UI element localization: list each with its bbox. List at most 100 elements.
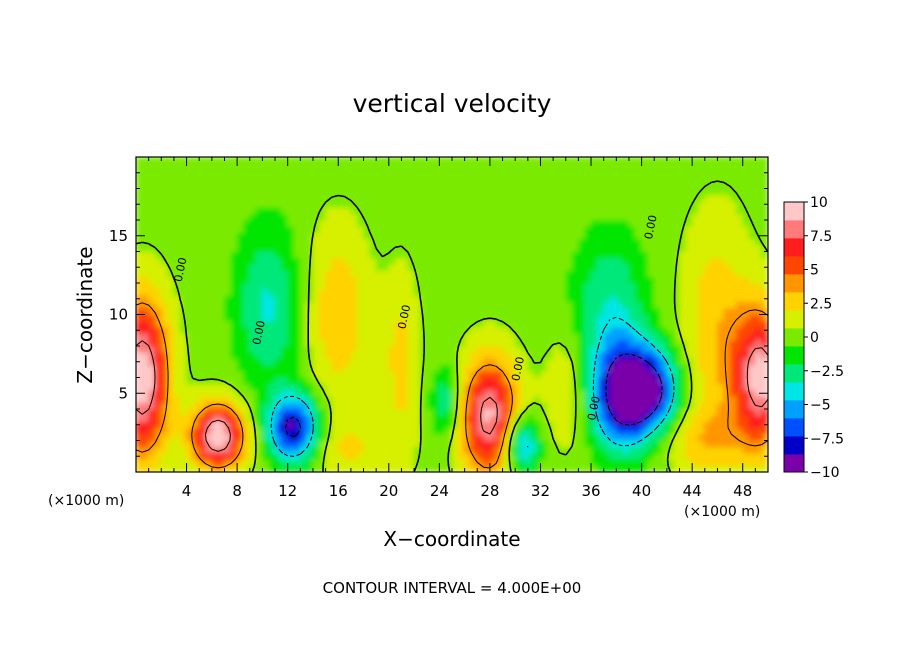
- field-cell: [552, 263, 560, 271]
- field-cell: [691, 226, 699, 233]
- field-cell: [483, 226, 491, 233]
- field-cell: [173, 333, 181, 340]
- field-cell: [356, 345, 364, 353]
- field-cell: [698, 396, 706, 403]
- field-cell: [527, 421, 535, 429]
- field-cell: [458, 181, 465, 189]
- field-cell: [413, 238, 421, 246]
- field-cell: [698, 352, 706, 359]
- field-cell: [641, 295, 649, 303]
- field-cell: [616, 232, 623, 240]
- field-cell: [704, 370, 712, 378]
- field-cell: [224, 333, 232, 340]
- field-cell: [217, 396, 225, 403]
- field-cell: [590, 226, 598, 233]
- field-cell: [476, 295, 484, 303]
- field-cell: [495, 421, 503, 429]
- field-cell: [660, 402, 668, 410]
- field-cell: [262, 433, 270, 441]
- field-cell: [142, 427, 149, 435]
- field-cell: [653, 157, 661, 164]
- field-cell: [281, 339, 288, 347]
- field-cell: [755, 427, 762, 435]
- field-cell: [483, 175, 491, 183]
- field-cell: [628, 408, 636, 416]
- field-cell: [420, 244, 428, 252]
- field-cell: [641, 408, 649, 416]
- field-cell: [641, 251, 649, 259]
- field-cell: [565, 157, 573, 164]
- field-cell: [641, 352, 649, 359]
- field-cell: [198, 289, 206, 296]
- field-cell: [609, 377, 617, 385]
- field-cell: [748, 194, 756, 202]
- field-cell: [578, 219, 586, 227]
- field-cell: [136, 333, 143, 340]
- field-cell: [369, 270, 377, 277]
- field-cell: [704, 276, 712, 284]
- field-cell: [704, 364, 712, 372]
- field-cell: [521, 263, 529, 271]
- field-cell: [647, 194, 655, 202]
- field-cell: [262, 396, 270, 403]
- field-cell: [375, 339, 383, 347]
- field-cell: [616, 421, 623, 429]
- field-cell: [255, 459, 263, 466]
- field-cell: [287, 282, 295, 290]
- field-cell: [217, 238, 225, 246]
- field-cell: [312, 289, 320, 296]
- field-cell: [160, 440, 168, 448]
- field-cell: [262, 232, 270, 240]
- field-cell: [470, 415, 478, 422]
- field-cell: [154, 169, 162, 177]
- field-cell: [344, 263, 352, 271]
- field-cell: [179, 238, 187, 246]
- field-cell: [710, 345, 718, 353]
- field-cell: [293, 446, 301, 454]
- field-cell: [331, 339, 339, 347]
- field-cell: [508, 175, 516, 183]
- field-cell: [609, 408, 617, 416]
- field-cell: [710, 301, 718, 309]
- field-cell: [192, 200, 200, 208]
- field-cell: [691, 314, 699, 322]
- field-cell: [306, 200, 314, 208]
- field-cell: [458, 440, 465, 448]
- field-cell: [502, 263, 510, 271]
- field-cell: [236, 163, 244, 170]
- field-cell: [672, 169, 680, 177]
- field-cell: [495, 270, 503, 277]
- field-cell: [344, 440, 352, 448]
- field-cell: [186, 333, 194, 340]
- field-cell: [325, 181, 333, 189]
- field-cell: [350, 452, 358, 460]
- field-cell: [616, 333, 623, 340]
- field-cell: [211, 433, 219, 441]
- field-cell: [369, 289, 377, 296]
- field-cell: [388, 282, 396, 290]
- field-cell: [224, 452, 232, 460]
- field-cell: [160, 339, 168, 347]
- field-cell: [578, 282, 586, 290]
- field-cell: [641, 440, 649, 448]
- field-cell: [546, 200, 554, 208]
- field-cell: [533, 295, 541, 303]
- field-cell: [464, 358, 472, 366]
- field-cell: [691, 402, 699, 410]
- field-cell: [224, 276, 232, 284]
- field-cell: [495, 251, 503, 259]
- field-cell: [603, 446, 611, 454]
- field-cell: [401, 358, 409, 366]
- field-cell: [571, 282, 579, 290]
- field-cell: [318, 326, 326, 334]
- field-cell: [704, 232, 712, 240]
- field-cell: [464, 307, 472, 315]
- field-cell: [293, 389, 301, 397]
- field-cell: [445, 301, 453, 309]
- field-cell: [533, 207, 541, 214]
- field-cell: [337, 251, 345, 259]
- field-cell: [723, 320, 731, 328]
- field-cell: [647, 408, 655, 416]
- field-cell: [710, 320, 718, 328]
- field-cell: [224, 440, 232, 448]
